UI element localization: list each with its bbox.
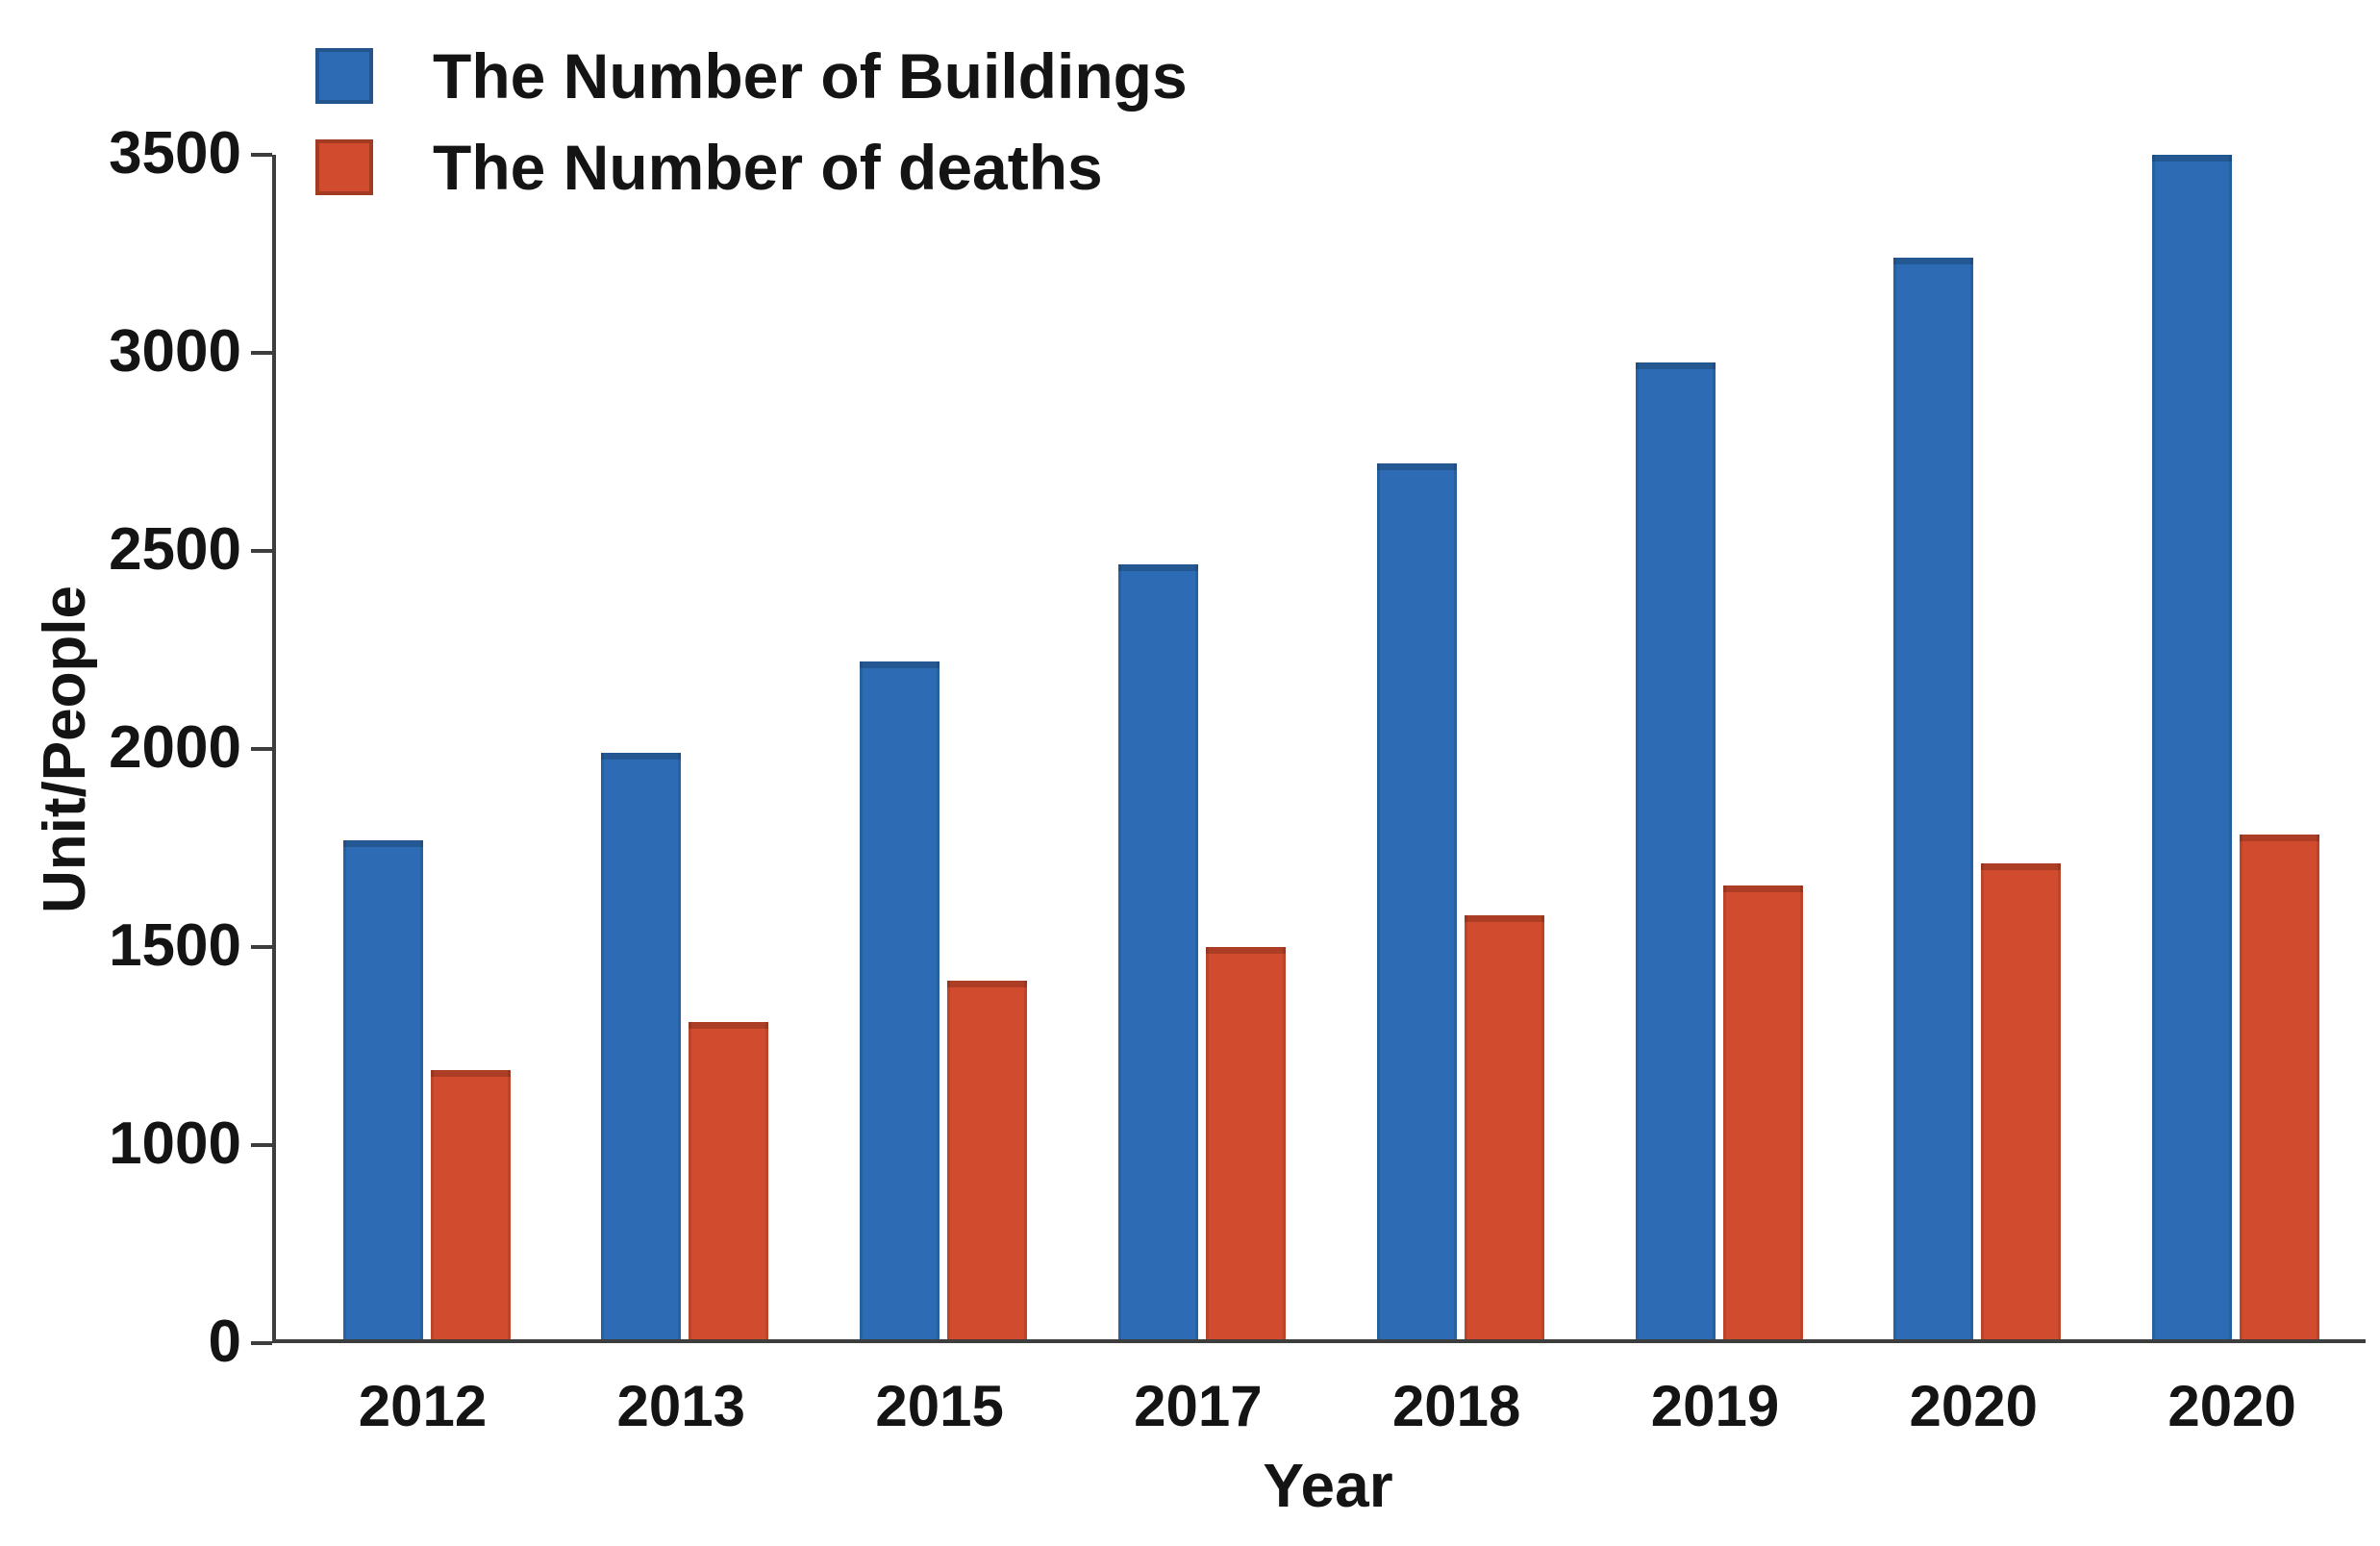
- y-axis-tick: [251, 549, 272, 553]
- y-axis-tick: [251, 1341, 272, 1345]
- y-axis-tick: [251, 945, 272, 949]
- bar-buildings-2012-0: [342, 839, 423, 1339]
- bar-buildings-2013-1: [601, 753, 682, 1339]
- x-axis-tick-label: 2013: [616, 1374, 746, 1438]
- x-axis-title: Year: [1263, 1451, 1393, 1520]
- y-axis-tick-label: 1500: [109, 912, 241, 979]
- bar-deaths-2018-4: [1464, 915, 1544, 1339]
- bar-deaths-2015-2: [947, 981, 1028, 1339]
- y-axis-tick-label: 3000: [109, 318, 241, 385]
- legend-item: The Number of Buildings: [315, 38, 1188, 113]
- y-axis-tick-label: 1000: [109, 1110, 241, 1177]
- legend-label: The Number of deaths: [433, 132, 1103, 203]
- bar-buildings-2019-5: [1635, 362, 1716, 1339]
- bar-deaths-2020-6: [1981, 863, 2062, 1339]
- bar-deaths-2020-7: [2240, 834, 2320, 1339]
- legend-color-swatch: [315, 139, 373, 195]
- legend-item: The Number of deaths: [315, 130, 1188, 205]
- x-axis-tick-label: 2020: [2167, 1374, 2296, 1438]
- bar-buildings-2020-6: [1893, 258, 1974, 1339]
- x-axis-tick-label: 2019: [1650, 1374, 1780, 1438]
- y-axis-tick: [251, 1143, 272, 1147]
- y-axis-tick: [251, 351, 272, 355]
- x-axis-tick-label: 2017: [1134, 1374, 1263, 1438]
- bar-deaths-2017-3: [1205, 947, 1286, 1339]
- y-axis-tick: [251, 153, 272, 157]
- bar-deaths-2013-1: [689, 1022, 769, 1339]
- bar-buildings-2018-4: [1376, 463, 1457, 1339]
- x-axis-tick-label: 2015: [875, 1374, 1004, 1438]
- bar-deaths-2012-0: [430, 1069, 511, 1339]
- bar-deaths-2019-5: [1722, 885, 1803, 1339]
- x-axis-tick-label: 2020: [1909, 1374, 2039, 1438]
- legend: The Number of Buildings The Number of dea…: [315, 38, 1188, 221]
- y-axis-tick-label: 2000: [109, 714, 241, 781]
- bar-buildings-2017-3: [1117, 564, 1198, 1339]
- y-axis-tick: [251, 747, 272, 751]
- legend-color-swatch: [315, 48, 373, 104]
- x-axis-tick-label: 2018: [1391, 1374, 1521, 1438]
- y-axis-tick-label: 2500: [109, 516, 241, 583]
- legend-label: The Number of Buildings: [433, 40, 1188, 112]
- x-axis-tick-label: 2012: [358, 1374, 488, 1438]
- y-axis-tick-label: 0: [208, 1309, 241, 1375]
- y-axis-tick-label: 3500: [109, 120, 241, 187]
- plot-area: 0 1000 1500 2000 2500 3000 3500: [109, 123, 2366, 1373]
- bar-buildings-2015-2: [860, 661, 940, 1339]
- bar-buildings-2020-7: [2152, 155, 2233, 1339]
